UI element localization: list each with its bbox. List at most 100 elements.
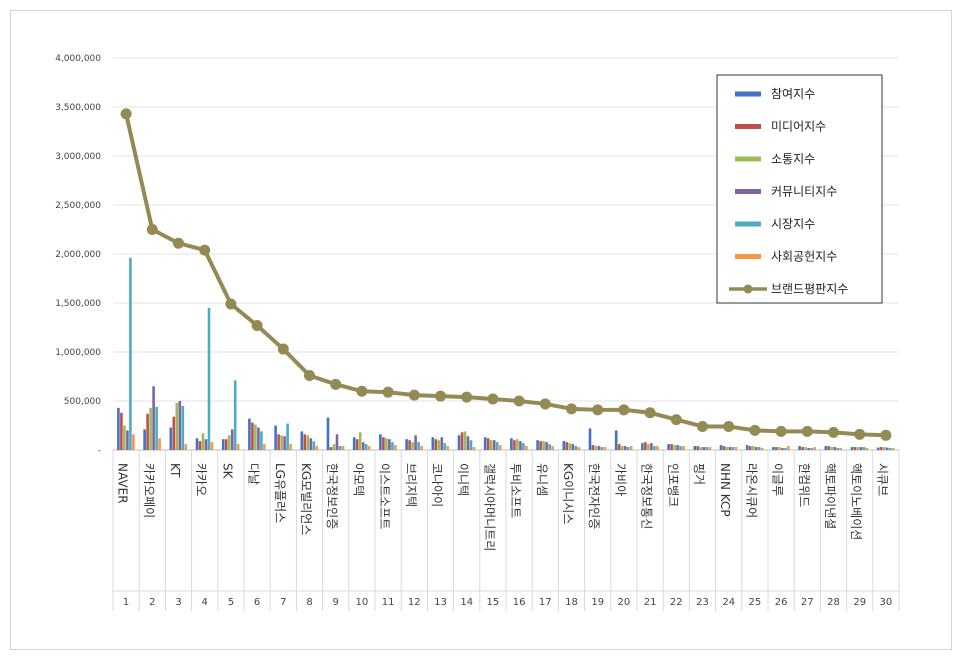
bar [498, 445, 502, 450]
line-point [592, 404, 604, 416]
bar [731, 447, 735, 450]
bar [804, 447, 807, 450]
bar [446, 446, 450, 450]
bar [385, 438, 388, 450]
bar [705, 447, 709, 450]
bar [117, 407, 120, 450]
category-label: 카카오페이 [142, 463, 156, 518]
bars [117, 257, 895, 450]
legend-swatch [735, 221, 761, 227]
bar [885, 447, 889, 450]
bar [629, 446, 633, 450]
bar [801, 447, 804, 450]
bar [856, 447, 860, 450]
bar [787, 446, 790, 450]
bar [568, 443, 572, 450]
bar [483, 437, 487, 450]
rank-label: 25 [749, 597, 762, 608]
bar [775, 447, 778, 450]
bar [221, 439, 225, 450]
bar [329, 447, 333, 450]
category-label: 핑거 [692, 463, 706, 485]
bar [126, 430, 129, 450]
category-label: 인포뱅크 [666, 463, 680, 507]
line-point [618, 404, 630, 416]
bar [653, 446, 656, 450]
bar [251, 422, 254, 450]
bar [888, 448, 892, 450]
category-label: 이글루 [771, 463, 785, 496]
bar [306, 435, 310, 450]
bar [411, 442, 414, 450]
rank-label: 29 [853, 597, 866, 608]
bar [827, 446, 831, 450]
rank-label: 17 [539, 597, 552, 608]
y-tick-label: 2,000,000 [55, 250, 101, 260]
bar [754, 447, 758, 450]
bar [495, 442, 499, 450]
bar [644, 442, 647, 450]
category-label: 갤럭시아머니트리 [482, 463, 496, 551]
bar [263, 444, 266, 450]
bar [207, 307, 211, 450]
bar [457, 435, 461, 450]
bar [525, 446, 528, 450]
bar [227, 435, 231, 450]
y-axis: - 500,000 1,000,000 1,500,000 2,000,000 2,500… [55, 54, 101, 456]
bar [545, 442, 548, 450]
legend-swatch [735, 156, 761, 162]
bar [181, 405, 185, 450]
y-tick-label: 500,000 [64, 397, 101, 407]
bar [236, 444, 240, 450]
bar [408, 440, 411, 450]
bar [516, 439, 519, 450]
bar [536, 440, 539, 450]
bar [807, 448, 810, 450]
rank-label: 5 [228, 597, 234, 608]
bar [338, 446, 342, 450]
bar [123, 425, 126, 450]
bar [149, 407, 152, 450]
bar [751, 446, 755, 450]
rank-label: 2 [149, 597, 155, 608]
bar [143, 429, 146, 450]
bar [853, 447, 857, 450]
bar [591, 445, 595, 450]
bar [204, 439, 208, 450]
bar [341, 446, 345, 450]
category-label: KT [168, 463, 182, 478]
bar [836, 448, 840, 450]
line-point [225, 298, 237, 310]
bar [472, 447, 476, 450]
line-point [330, 378, 342, 390]
category-label: 시큐브 [875, 463, 889, 496]
line-point [356, 385, 368, 397]
line-point [251, 320, 263, 332]
bar [169, 427, 173, 450]
legend-swatch [735, 189, 761, 194]
bar [865, 448, 869, 450]
legend-swatch [735, 124, 761, 129]
category-label: KG모빌리언스 [299, 463, 313, 535]
bar [647, 444, 650, 450]
bar [693, 446, 697, 450]
bar [286, 423, 289, 450]
bar [696, 446, 700, 450]
legend-label: 미디어지수 [771, 120, 826, 134]
bar [420, 446, 423, 450]
rank-label: 16 [513, 597, 526, 608]
bar [603, 447, 607, 450]
rank-label: 3 [175, 597, 181, 608]
bar [129, 257, 132, 450]
bar [195, 438, 199, 450]
line-point [382, 386, 394, 398]
bar [882, 447, 886, 450]
line-point [697, 420, 708, 432]
bar [728, 447, 732, 450]
y-tick-label: 2,500,000 [55, 201, 101, 211]
bar [542, 441, 545, 450]
rank-label: 14 [460, 597, 473, 608]
rank-label: 23 [696, 597, 709, 608]
category-label: 한컴위드 [797, 463, 811, 507]
rank-label: 8 [306, 597, 312, 608]
